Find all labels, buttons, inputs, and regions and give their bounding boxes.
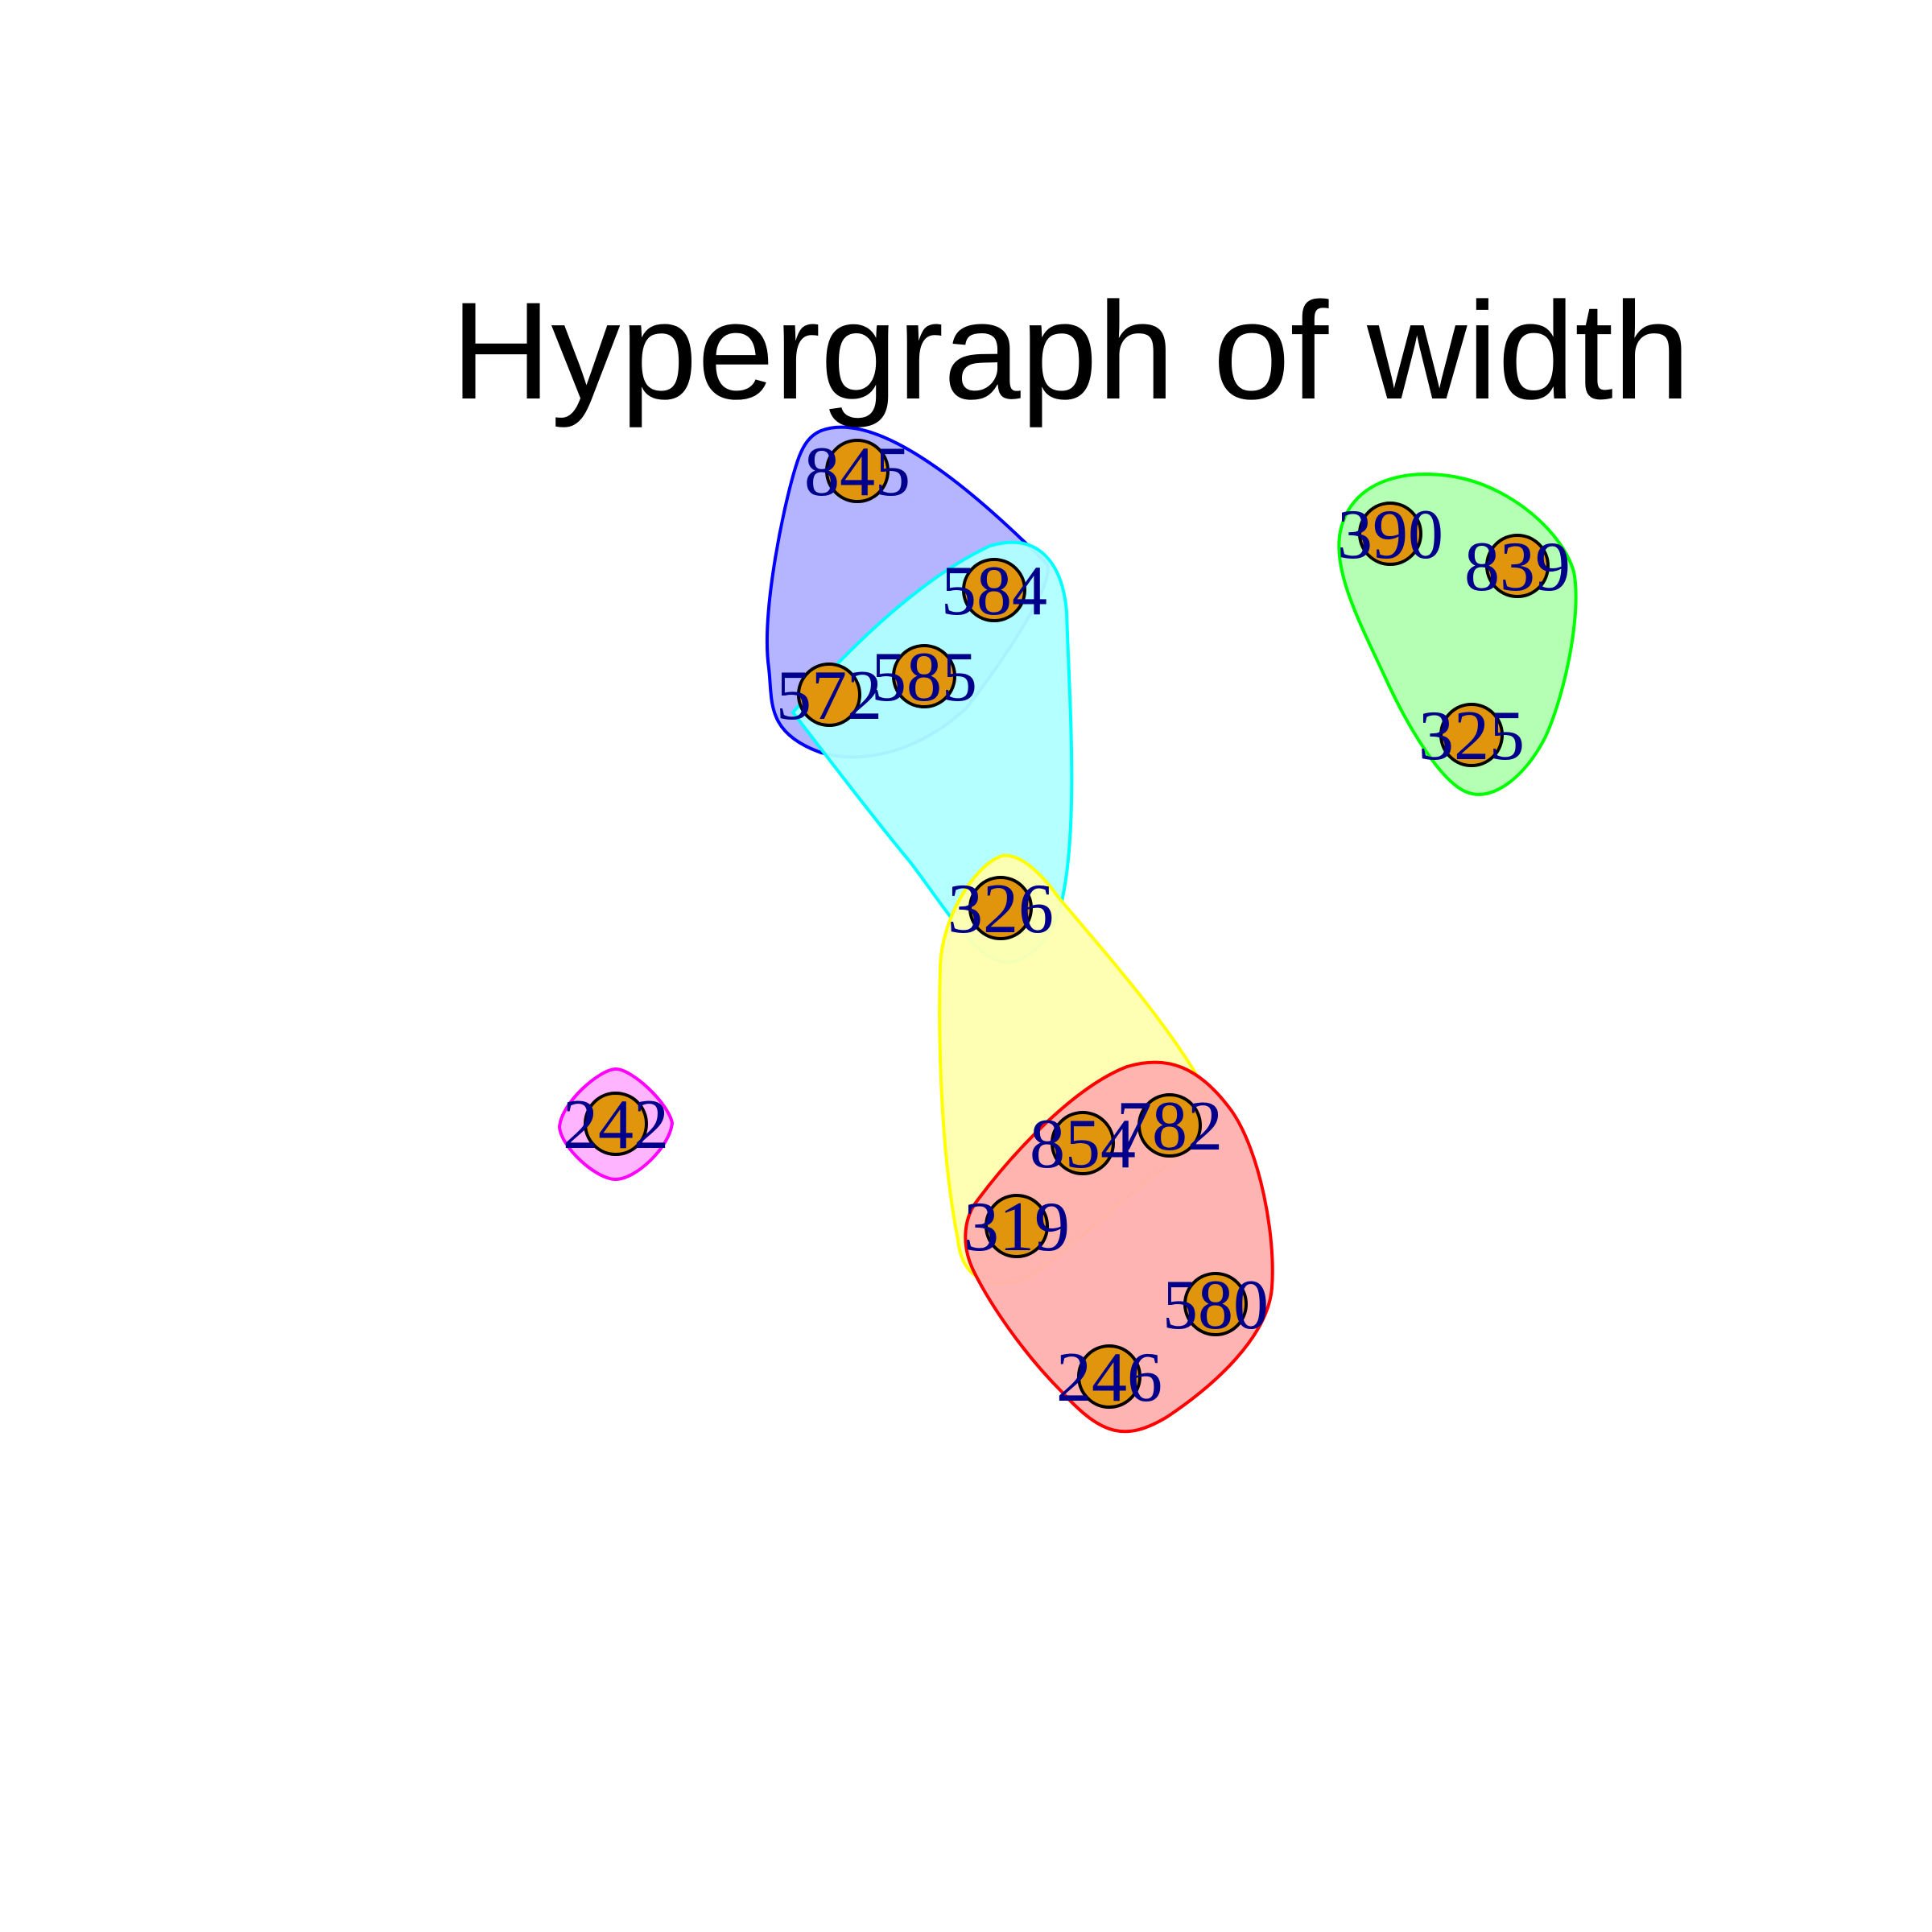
node-839: 839 [1464, 528, 1571, 606]
node-circle [1485, 534, 1550, 598]
node-319: 319 [964, 1188, 1070, 1266]
node-label: 782 [1117, 1088, 1223, 1166]
node-label: 242 [563, 1086, 669, 1164]
node-label: 319 [964, 1188, 1070, 1266]
node-580: 580 [1162, 1266, 1269, 1344]
node-label: 572 [776, 657, 882, 735]
node-326: 326 [947, 870, 1054, 948]
node-layer: 845 584 572 585 326 390 839 325 [563, 433, 1571, 1417]
node-584: 584 [941, 552, 1047, 630]
node-label: 839 [1464, 528, 1571, 606]
node-label: 246 [1056, 1339, 1162, 1417]
node-label: 580 [1162, 1266, 1269, 1344]
node-circle [1051, 1111, 1115, 1175]
node-circle [1137, 1093, 1202, 1158]
node-854: 854 [1030, 1105, 1136, 1183]
node-circle [1077, 1344, 1141, 1409]
node-782: 782 [1117, 1088, 1223, 1166]
node-circle [962, 558, 1026, 622]
node-label: 326 [947, 870, 1054, 948]
hyperedge-red [964, 1060, 1274, 1434]
node-circle [1439, 703, 1504, 767]
node-circle [985, 1194, 1049, 1258]
node-585: 585 [871, 638, 977, 716]
node-390: 390 [1337, 496, 1443, 574]
node-circle [584, 1092, 648, 1156]
node-circle [968, 876, 1033, 940]
node-circle [825, 439, 890, 503]
node-label: 585 [871, 638, 977, 716]
node-label: 584 [941, 552, 1047, 630]
node-label: 390 [1337, 496, 1443, 574]
node-label: 325 [1418, 697, 1525, 775]
node-label: 845 [804, 433, 910, 511]
node-circle [1358, 502, 1422, 566]
node-circle [797, 663, 861, 727]
hyperedge-layer [557, 425, 1578, 1434]
node-label: 854 [1030, 1105, 1136, 1183]
node-572: 572 [776, 657, 882, 735]
node-246: 246 [1056, 1339, 1162, 1417]
node-circle [1183, 1272, 1248, 1336]
node-845: 845 [804, 433, 910, 511]
node-circle [892, 644, 956, 708]
node-325: 325 [1418, 697, 1525, 775]
diagram-title: Hypergraph of width [451, 274, 1690, 428]
node-242: 242 [563, 1086, 669, 1164]
